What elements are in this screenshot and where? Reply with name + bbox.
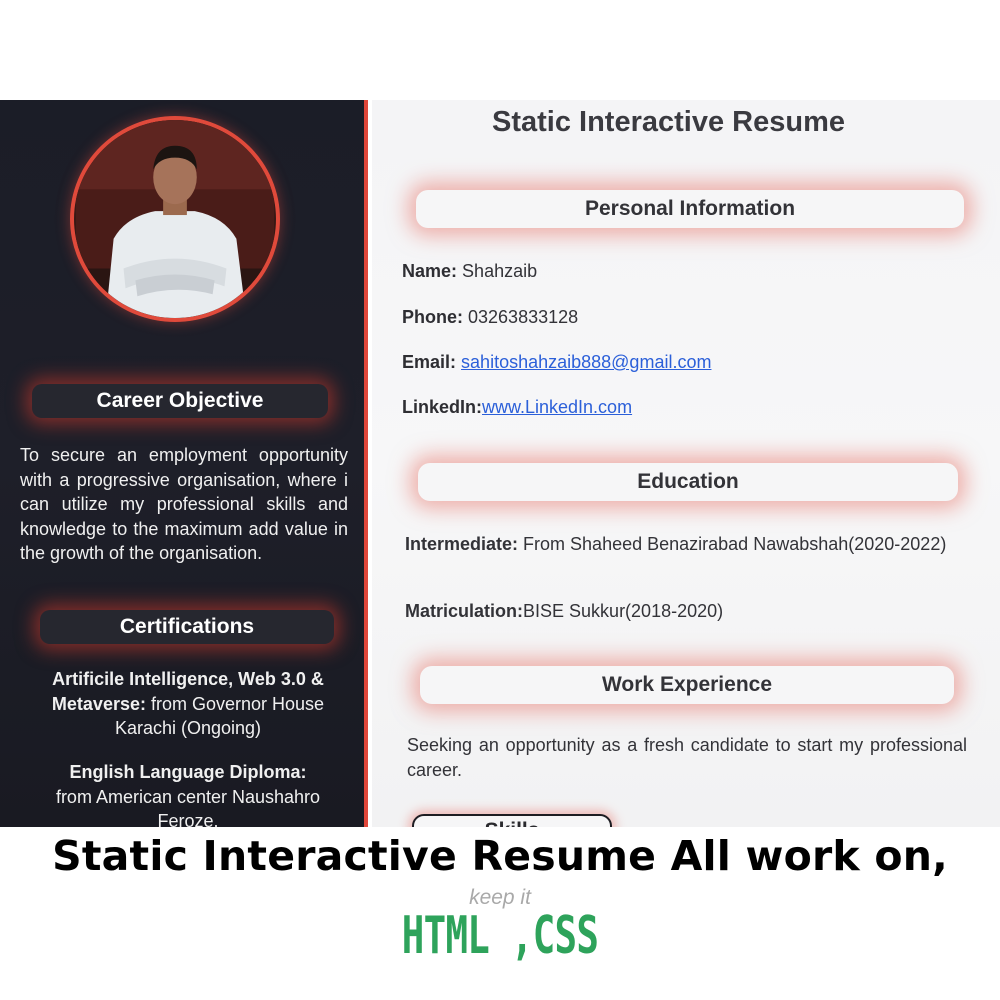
certification-title: Artificile Intelligence, Web 3.0 & Metav… — [51, 669, 324, 714]
name-line: Name: Shahzaib — [402, 261, 537, 282]
tech-stack-label: HTML ,CSS — [401, 906, 599, 966]
certification-detail: from American center Naushahro Feroze. — [55, 786, 321, 828]
matriculation-value: BISE Sukkur(2018-2020) — [523, 601, 724, 621]
person-silhouette-icon — [76, 120, 274, 318]
email-line: Email: sahitoshahzaib888@gmail.com — [402, 352, 711, 373]
email-label: Email: — [402, 352, 457, 372]
phone-value: 03263833128 — [468, 307, 579, 327]
post-headline: Static Interactive Resume All work on, — [52, 832, 948, 880]
resume-sidebar: Career Objective To secure an employment… — [0, 100, 368, 827]
certifications-heading: Certifications — [40, 610, 334, 644]
certification-title: English Language Diploma: — [69, 762, 307, 782]
matriculation-label: Matriculation: — [405, 601, 524, 621]
post-tagline: keep it — [469, 886, 531, 909]
name-value: Shahzaib — [462, 261, 538, 281]
phone-label: Phone: — [402, 307, 463, 327]
certification-item: Artificile Intelligence, Web 3.0 & Metav… — [26, 667, 350, 741]
work-experience-text: Seeking an opportunity as a fresh candid… — [407, 735, 967, 780]
phone-line: Phone: 03263833128 — [402, 307, 578, 328]
education-heading: Education — [418, 463, 958, 501]
intermediate-label: Intermediate: — [405, 534, 519, 554]
linkedin-link[interactable]: www.LinkedIn.com — [482, 397, 633, 417]
work-experience-heading: Work Experience — [420, 666, 954, 704]
certification-item: English Language Diploma: from American … — [26, 760, 350, 827]
certification-detail: from Governor House Karachi (Ongoing) — [114, 693, 325, 739]
linkedin-label: LinkedIn: — [402, 397, 482, 417]
intermediate-value: From Shaheed Benazirabad Nawabshah(2020-… — [523, 534, 947, 554]
page-title: Static Interactive Resume — [492, 106, 845, 138]
linkedin-line: LinkedIn:www.LinkedIn.com — [402, 397, 632, 418]
name-label: Name: — [402, 261, 458, 281]
personal-information-heading: Personal Information — [416, 190, 964, 228]
email-link[interactable]: sahitoshahzaib888@gmail.com — [461, 352, 712, 372]
skills-heading: Skills — [412, 814, 612, 827]
profile-photo — [70, 116, 280, 322]
career-objective-heading: Career Objective — [32, 384, 328, 418]
resume-screen: Career Objective To secure an employment… — [0, 100, 1000, 827]
resume-main: Static Interactive Resume Personal Infor… — [372, 100, 1000, 827]
education-matriculation: Matriculation:BISE Sukkur(2018-2020) — [405, 599, 975, 624]
career-objective-text: To secure an employment opportunity with… — [20, 445, 348, 563]
education-intermediate: Intermediate: From Shaheed Benazirabad N… — [405, 532, 975, 557]
